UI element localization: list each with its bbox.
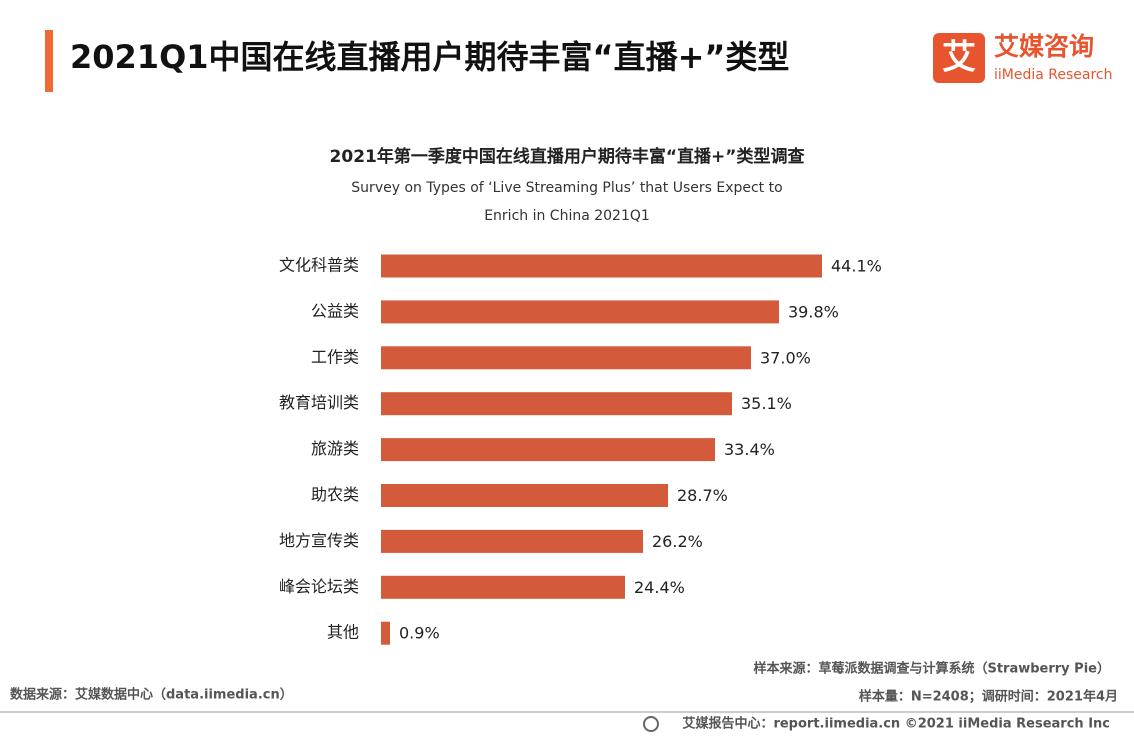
category-label: 工作类	[311, 347, 359, 366]
bar	[381, 484, 668, 507]
chart-subtitle: Survey on Types of ‘Live Streaming Plus’…	[351, 180, 782, 196]
category-label: 峰会论坛类	[279, 577, 359, 596]
category-label: 教育培训类	[279, 393, 359, 412]
logo-mark-box	[933, 33, 985, 83]
bar	[381, 346, 751, 370]
value-label: 33.4%	[724, 440, 775, 459]
value-label: 35.1%	[741, 394, 792, 413]
bar	[381, 575, 625, 599]
value-label: 37.0%	[760, 348, 811, 367]
category-label: 地方宣传类	[279, 531, 359, 550]
category-label: 旅游类	[311, 439, 359, 458]
value-label: 44.1%	[831, 257, 882, 276]
bar	[381, 529, 643, 553]
value-label: 24.4%	[634, 578, 685, 597]
logo-en: iiMedia Research	[994, 67, 1113, 83]
logo-cn: 艾媒咨询	[994, 32, 1094, 61]
value-label: 39.8%	[788, 302, 839, 321]
page-title: 2021Q1中国在线直播用户期待丰富“直播+”类型	[70, 38, 789, 76]
category-label: 公益类	[311, 301, 359, 320]
value-label: 0.9%	[399, 624, 440, 643]
report-icon	[643, 716, 659, 732]
logo-mark: 艾	[942, 38, 976, 78]
sample-source: 样本来源：草莓派数据调查与计算系统（Strawberry Pie）	[753, 661, 1110, 677]
chart-title: 2021年第一季度中国在线直播用户期待丰富“直播+”类型调查	[330, 146, 806, 167]
bar	[381, 438, 715, 462]
sample-size: 样本量：N=2408；调研时间：2021年4月	[859, 689, 1118, 705]
value-label: 26.2%	[652, 532, 703, 551]
bar	[381, 254, 822, 278]
category-label: 助农类	[311, 485, 359, 504]
value-label: 28.7%	[677, 486, 728, 505]
report-center: 艾媒报告中心：report.iimedia.cn ©2021 iiMedia R…	[682, 716, 1110, 732]
chart-subtitle: Enrich in China 2021Q1	[484, 208, 650, 224]
category-label: 文化科普类	[279, 256, 359, 275]
bar	[381, 300, 779, 324]
data-source: 数据来源：艾媒数据中心（data.iimedia.cn）	[10, 687, 293, 703]
bar	[381, 392, 732, 416]
category-label: 其他	[327, 623, 359, 642]
bar	[381, 621, 390, 645]
title-accent	[45, 30, 53, 92]
